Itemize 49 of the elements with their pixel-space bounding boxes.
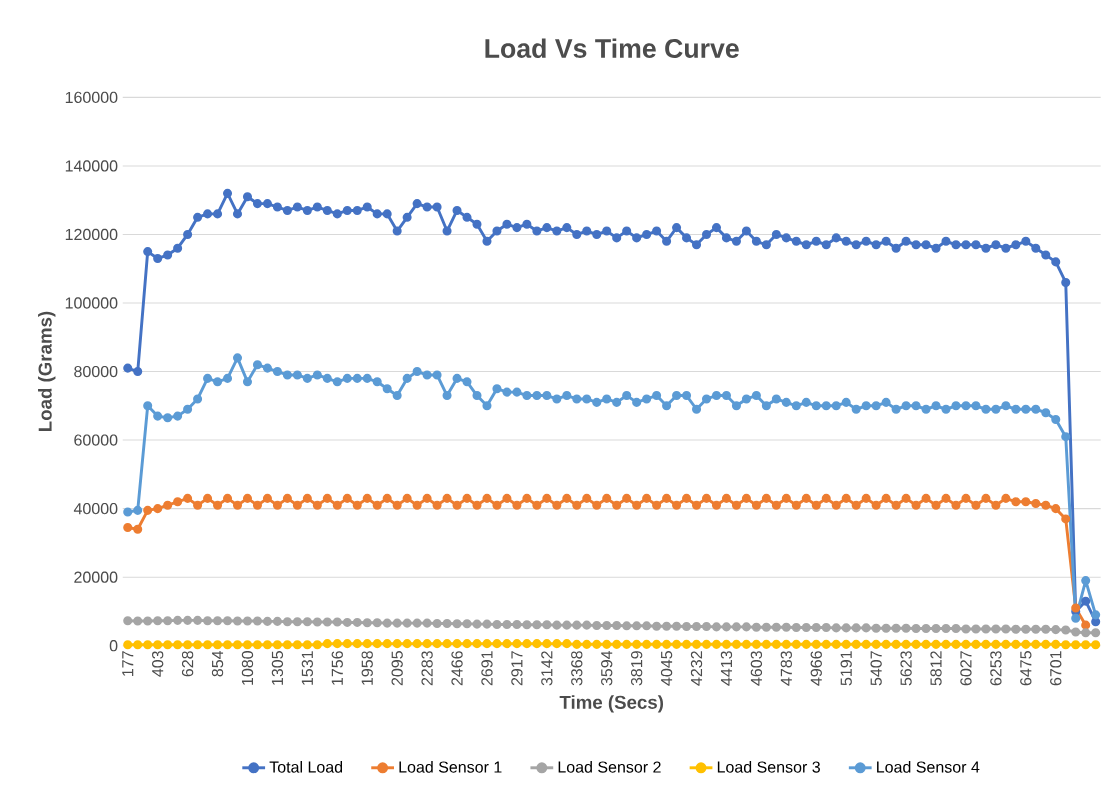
x-tick-label: 4603	[750, 650, 763, 686]
legend-label: Total Load	[269, 760, 343, 773]
x-tick-label: 5191	[840, 650, 852, 686]
x-tick-label: 6253	[990, 650, 1002, 685]
x-tick-label: 2691	[481, 650, 493, 686]
x-tick-label: 6027	[960, 651, 972, 685]
x-tick-label: 1080	[241, 650, 254, 685]
x-tick-label: 1305	[271, 650, 284, 685]
x-tick-label: 3594	[601, 650, 613, 686]
x-tick-label: 6475	[1020, 650, 1032, 685]
y-tick-label: 160000	[65, 91, 118, 103]
x-tick-label: 6701	[1050, 650, 1062, 685]
x-tick-label: 2095	[391, 650, 403, 686]
y-tick-label: 0	[109, 639, 118, 652]
legend-label: Load Sensor 1	[399, 760, 502, 773]
x-tick-label: 4413	[720, 650, 733, 686]
x-tick-label: 1531	[301, 650, 314, 685]
x-tick-label: 2283	[421, 650, 433, 686]
x-tick-label: 5623	[900, 650, 912, 686]
y-axis-title: Load (Grams)	[38, 311, 56, 431]
x-tick-label: 4966	[810, 650, 822, 686]
chart-title: Load Vs Time Curve	[485, 38, 739, 58]
x-tick-label: 3819	[630, 650, 643, 686]
x-tick-label: 3368	[571, 650, 583, 686]
x-tick-label: 4045	[660, 650, 673, 686]
x-tick-label: 628	[181, 650, 194, 677]
x-tick-label: 5407	[870, 651, 882, 686]
legend-label: Load Sensor 3	[717, 760, 820, 773]
y-tick-label: 100000	[65, 297, 118, 309]
x-tick-label: 4783	[780, 650, 792, 686]
y-tick-label: 40000	[73, 502, 118, 515]
x-tick-label: 1756	[331, 650, 343, 685]
y-tick-label: 80000	[74, 365, 118, 377]
x-tick-label: 2466	[451, 650, 463, 686]
x-axis-title: Time (Secs)	[559, 694, 664, 713]
x-tick-label: 2917	[511, 651, 523, 686]
x-tick-label: 5812	[930, 651, 942, 686]
x-tick-label: 4232	[690, 651, 703, 686]
y-tick-label: 140000	[65, 160, 118, 172]
y-tick-label: 60000	[74, 434, 118, 446]
x-tick-label: 3142	[541, 651, 553, 686]
x-tick-label: 854	[211, 650, 224, 677]
x-tick-label: 403	[152, 650, 164, 677]
x-tick-label: 177	[122, 651, 134, 676]
x-tick-label: 1958	[361, 650, 373, 685]
legend-label: Load Sensor 2	[558, 760, 661, 773]
y-tick-label: 20000	[74, 571, 118, 583]
y-tick-label: 120000	[65, 228, 118, 240]
legend-label: Load Sensor 4	[877, 760, 980, 773]
